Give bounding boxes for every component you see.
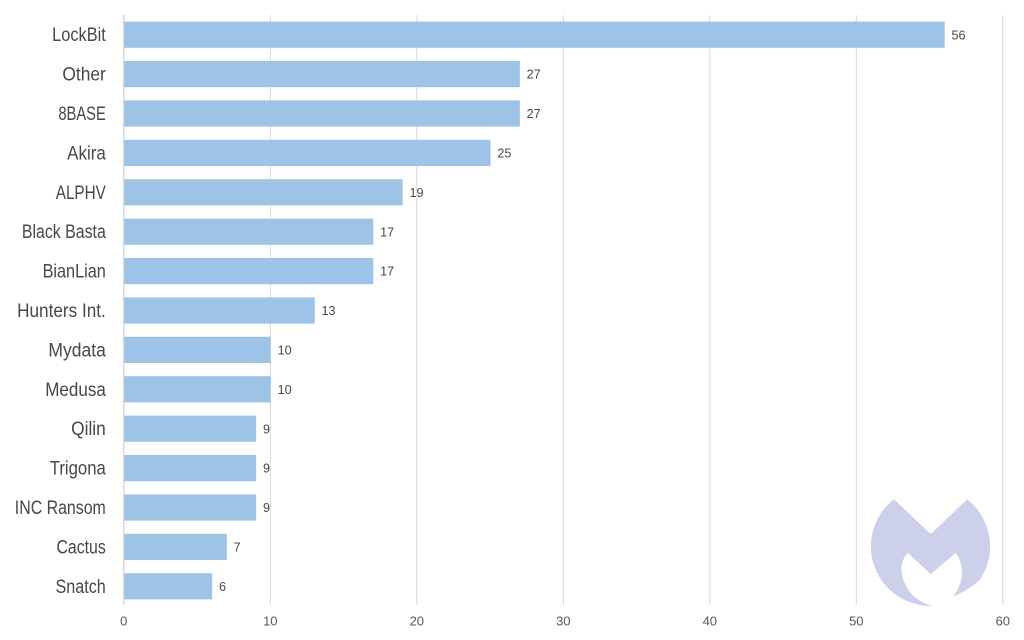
svg-text:9: 9 <box>263 462 270 476</box>
svg-text:Mydata: Mydata <box>48 338 106 360</box>
svg-text:56: 56 <box>952 28 966 42</box>
svg-text:10: 10 <box>263 614 277 629</box>
svg-text:BianLian: BianLian <box>43 260 106 282</box>
svg-text:6: 6 <box>219 580 226 594</box>
svg-text:8BASE: 8BASE <box>58 102 105 125</box>
svg-text:LockBit: LockBit <box>52 24 106 46</box>
svg-text:17: 17 <box>380 225 394 239</box>
svg-text:30: 30 <box>556 614 570 629</box>
svg-text:Other: Other <box>62 63 105 85</box>
svg-text:17: 17 <box>380 265 394 279</box>
svg-text:27: 27 <box>527 68 541 82</box>
svg-text:Medusa: Medusa <box>45 378 106 400</box>
svg-text:10: 10 <box>278 343 292 357</box>
svg-text:20: 20 <box>410 614 424 629</box>
svg-text:13: 13 <box>322 304 336 318</box>
svg-text:Cactus: Cactus <box>56 536 105 558</box>
svg-text:Akira: Akira <box>67 141 106 163</box>
svg-text:Qilin: Qilin <box>71 417 106 439</box>
svg-text:INC Ransom: INC Ransom <box>15 496 106 518</box>
svg-text:ALPHV: ALPHV <box>56 181 106 203</box>
svg-text:9: 9 <box>263 501 270 515</box>
svg-text:Trigona: Trigona <box>50 457 107 478</box>
svg-text:60: 60 <box>996 614 1010 629</box>
svg-text:40: 40 <box>703 614 717 629</box>
svg-text:10: 10 <box>278 383 292 397</box>
svg-text:Black Basta: Black Basta <box>22 221 106 243</box>
svg-text:25: 25 <box>497 146 511 160</box>
svg-text:27: 27 <box>527 107 541 121</box>
svg-text:19: 19 <box>409 186 423 200</box>
svg-text:9: 9 <box>263 422 270 436</box>
svg-text:Snatch: Snatch <box>55 575 105 597</box>
svg-text:0: 0 <box>120 614 127 629</box>
svg-text:7: 7 <box>234 540 241 554</box>
svg-text:50: 50 <box>849 614 863 629</box>
svg-text:Hunters Int.: Hunters Int. <box>17 299 106 321</box>
